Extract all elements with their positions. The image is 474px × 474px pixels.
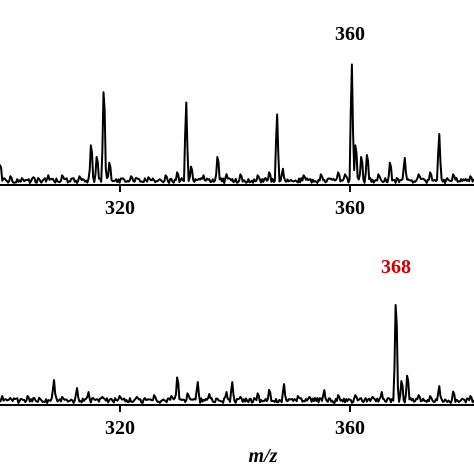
top-spectrum-trace xyxy=(0,63,474,184)
top-peak-annotation: 360 xyxy=(335,23,365,45)
top-x-ticks xyxy=(119,185,351,192)
x-axis-label: m/z xyxy=(249,445,278,467)
top-x-tick-labels: 320 360 xyxy=(105,197,365,219)
bottom-x-tick-labels: 320 360 xyxy=(105,417,365,439)
x-tick-label: 320 xyxy=(105,417,135,439)
bottom-spectrum-panel: 320 360 368 m/z xyxy=(0,256,474,467)
x-tick-label: 320 xyxy=(105,197,135,219)
x-tick-label: 360 xyxy=(335,417,365,439)
bottom-peak-annotation: 368 xyxy=(381,256,411,278)
x-tick-label: 360 xyxy=(335,197,365,219)
top-spectrum-panel: 320 360 360 xyxy=(0,23,474,219)
bottom-x-ticks xyxy=(119,405,351,412)
bottom-spectrum-trace xyxy=(0,304,474,404)
